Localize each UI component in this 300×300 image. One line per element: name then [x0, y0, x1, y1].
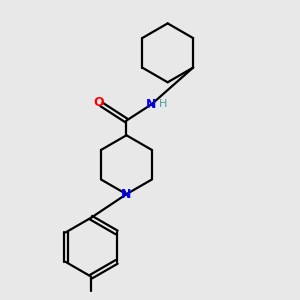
Text: N: N	[121, 188, 132, 201]
Text: H: H	[158, 99, 167, 110]
Text: O: O	[93, 96, 104, 110]
Text: N: N	[146, 98, 157, 111]
